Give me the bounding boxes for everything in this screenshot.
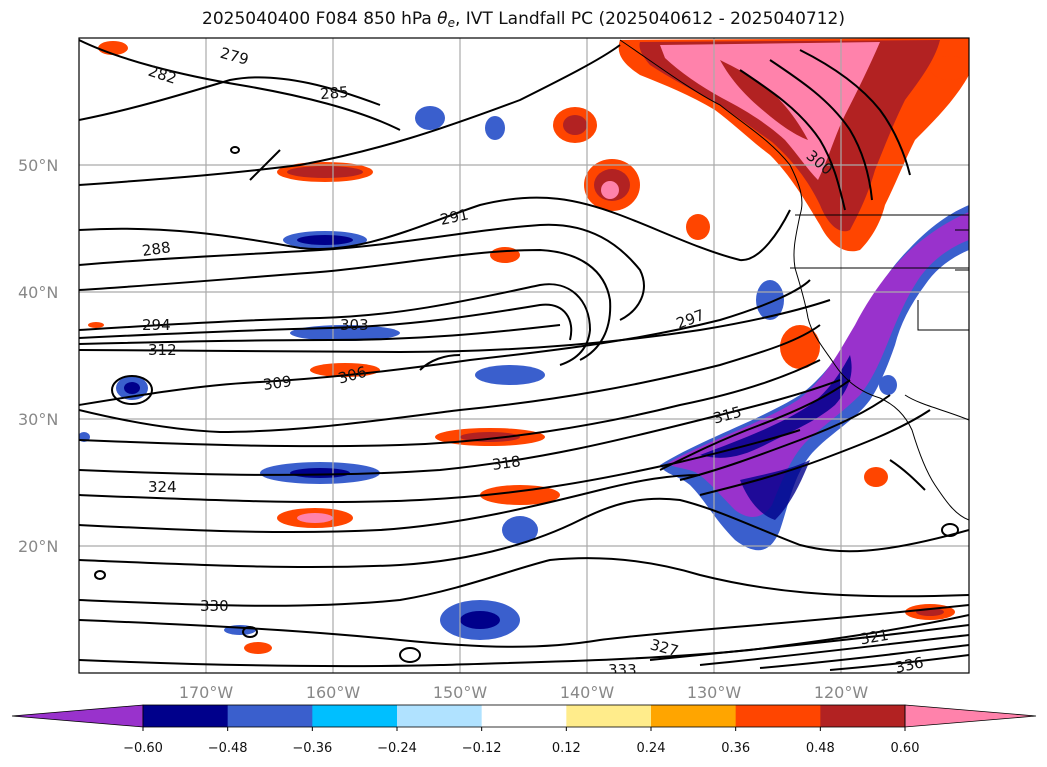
colorbar-segment — [397, 705, 483, 727]
lon-label-130w: 130°W — [687, 683, 742, 702]
colorbar-tick-label: 0.36 — [721, 741, 750, 756]
contour-label: 312 — [148, 341, 177, 359]
lon-label-160w: 160°W — [306, 683, 361, 702]
colorbar-extend-max — [904, 704, 1037, 728]
contour-label: 309 — [262, 372, 293, 394]
latitude-labels: 50°N 40°N 30°N 20°N — [18, 156, 58, 556]
lat-label-40n: 40°N — [18, 283, 58, 302]
colorbar-extend-min — [11, 704, 144, 728]
contour-label: 294 — [142, 316, 171, 334]
lon-label-140w: 140°W — [560, 683, 615, 702]
colorbar: −0.60 −0.48 −0.36 −0.24 −0.12 0.12 0.24 0.36 0.4… — [11, 704, 1037, 756]
map-frame — [78, 37, 970, 674]
colorbar-tick-label: −0.24 — [377, 741, 417, 756]
colorbar-tick-label: 0.24 — [637, 741, 666, 756]
colorbar-segment — [227, 705, 313, 727]
colorbar-tick-label: −0.48 — [208, 741, 248, 756]
contour-label: 336 — [893, 653, 925, 677]
theta-e-contours — [79, 39, 969, 671]
colorbar-segment — [312, 705, 398, 727]
contour-label: 285 — [319, 83, 349, 103]
lat-label-20n: 20°N — [18, 537, 58, 556]
ivt-pc-shading — [79, 38, 969, 654]
lon-label-170w: 170°W — [179, 683, 234, 702]
small-contours — [94, 146, 959, 663]
colorbar-segment — [143, 705, 229, 727]
colorbar-segment — [481, 705, 567, 727]
contour-label: 303 — [340, 316, 369, 334]
lon-label-120w: 120°W — [814, 683, 869, 702]
colorbar-tick-label: −0.60 — [123, 741, 163, 756]
longitude-labels: 170°W 160°W 150°W 140°W 130°W 120°W — [179, 683, 869, 702]
contour-label: 288 — [141, 238, 172, 260]
lat-label-50n: 50°N — [18, 156, 58, 175]
chart-title: 2025040400 F084 850 hPa θe, IVT Landfall… — [202, 9, 845, 30]
colorbar-tick-label: 0.60 — [891, 741, 920, 756]
colorbar-tick-label: 0.48 — [806, 741, 835, 756]
map-plot-area: 279 282 285 288 291 294 297 300 303 306 … — [79, 38, 969, 679]
contour-label: 330 — [200, 597, 229, 615]
colorbar-segment — [735, 705, 821, 727]
contour-label: 324 — [148, 478, 177, 496]
colorbar-tick-label: −0.12 — [462, 741, 502, 756]
colorbar-segment — [566, 705, 652, 727]
contour-label: 321 — [859, 626, 890, 649]
colorbar-segment — [651, 705, 737, 727]
lat-label-30n: 30°N — [18, 410, 58, 429]
colorbar-frame — [142, 704, 906, 728]
contour-label: 291 — [438, 205, 470, 229]
colorbar-tick-label: −0.36 — [292, 741, 332, 756]
contour-label: 318 — [491, 452, 522, 474]
colorbar-segment — [820, 705, 906, 727]
colorbar-tick-label: 0.12 — [552, 741, 581, 756]
contour-label: 333 — [608, 661, 637, 679]
lon-label-150w: 150°W — [433, 683, 488, 702]
